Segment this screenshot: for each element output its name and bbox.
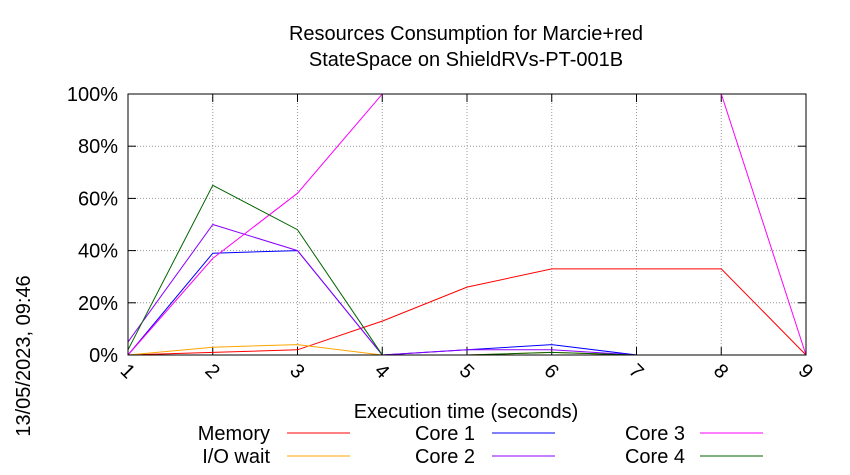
chart-grid [128, 94, 806, 355]
series-line-memory [127, 268, 807, 356]
y-tick-label: 80% [78, 136, 118, 158]
legend-label: Core 4 [625, 446, 685, 468]
x-tick-label: 3 [285, 360, 308, 383]
chart-title-line-1: Resources Consumption for Marcie+red [289, 23, 643, 45]
x-tick-label: 5 [455, 360, 478, 383]
series-line-core-4 [127, 184, 806, 356]
y-tick-label: 60% [78, 188, 118, 210]
x-tick-label: 9 [794, 360, 817, 383]
chart-title-line-2: StateSpace on ShieldRVs-PT-001B [309, 49, 623, 71]
x-tick-label: 7 [624, 360, 647, 383]
x-tick-label: 2 [200, 360, 223, 383]
legend-label: Core 1 [415, 423, 475, 445]
timestamp-label: 13/05/2023, 09:46 [13, 275, 35, 436]
x-axis-ticks: 1 2 3 4 5 6 7 8 9 [116, 94, 817, 383]
y-tick-label: 20% [78, 293, 118, 315]
legend-label: Core 3 [625, 423, 685, 445]
x-tick-label: 6 [539, 360, 562, 383]
x-axis-label: Execution time (seconds) [354, 401, 579, 423]
legend-label: Core 2 [415, 446, 475, 468]
y-axis-ticks: 0% 20% 40% 60% 80% 100% [67, 84, 806, 367]
x-tick-label: 1 [116, 360, 139, 383]
y-tick-label: 100% [67, 84, 118, 106]
legend-label: I/O wait [202, 446, 270, 468]
legend-label: Memory [198, 423, 270, 445]
x-tick-label: 8 [709, 360, 732, 383]
plot-border [127, 93, 807, 356]
x-tick-label: 4 [370, 360, 393, 383]
y-tick-label: 0% [89, 345, 118, 367]
y-tick-label: 40% [78, 241, 118, 263]
